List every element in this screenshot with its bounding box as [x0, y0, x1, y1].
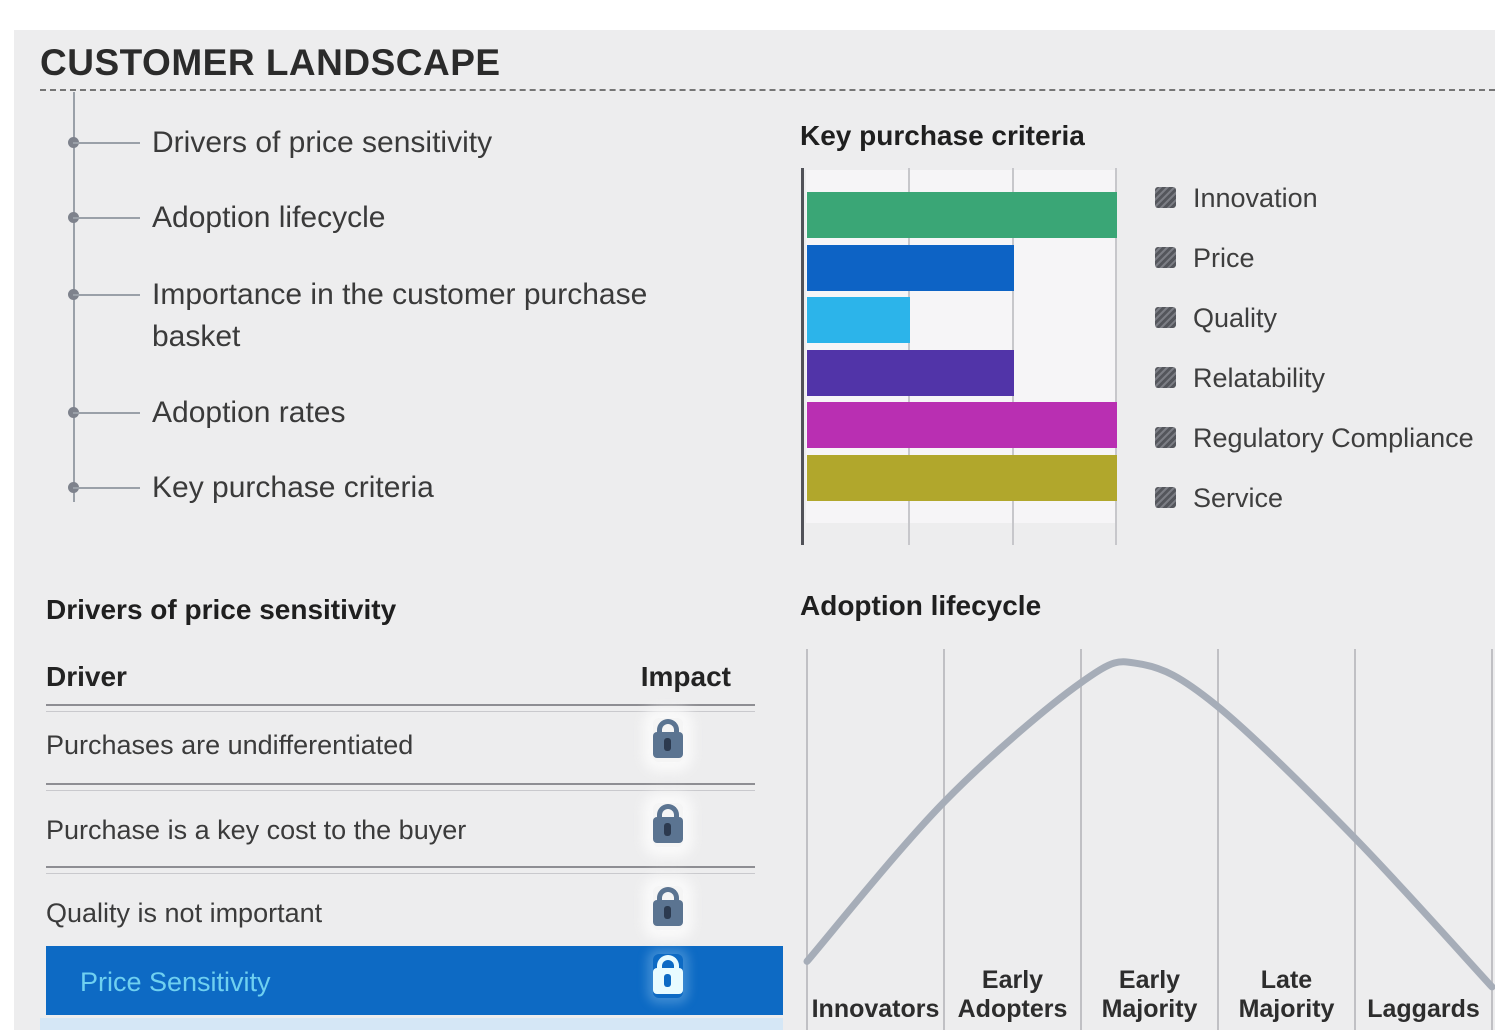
column-header-impact: Impact	[640, 661, 731, 692]
table-row[interactable]: Purchases are undifferentiated	[46, 718, 755, 771]
hatched-square-icon	[1155, 367, 1176, 388]
bar-chart-y-axis	[801, 168, 804, 545]
legend-label: Quality	[1193, 303, 1278, 333]
legend-label: Service	[1193, 483, 1284, 513]
selected-row-shadow-strip	[40, 1018, 783, 1030]
line-chart-title: Adoption lifecycle	[800, 590, 1042, 621]
lock-icon-body	[653, 887, 683, 926]
legend-item: Regulatory Compliance	[1150, 423, 1495, 453]
hatched-square-icon	[1155, 427, 1176, 448]
bar-innovation	[807, 192, 1117, 238]
line-chart-gridline	[1080, 649, 1082, 1030]
column-header-driver: Driver	[46, 661, 127, 692]
stage-label: Late Majority	[1238, 966, 1335, 1023]
agenda-connector	[73, 487, 140, 489]
agenda-item-label: Importance in the customer purchase bask…	[152, 278, 648, 353]
legend-label: Innovation	[1193, 183, 1318, 213]
legend-item: Innovation	[1150, 183, 1495, 213]
bar-regulatory-compliance	[807, 402, 1117, 449]
legend-label: Regulatory Compliance	[1193, 423, 1474, 453]
legend-item: Service	[1150, 483, 1495, 513]
hatched-square-icon	[1155, 307, 1176, 328]
hatched-square-icon	[1155, 247, 1176, 268]
agenda-item-label: Drivers of price sensitivity	[152, 126, 493, 159]
bar-chart-gridline	[1115, 168, 1117, 545]
legend-item: Quality	[1150, 303, 1495, 333]
agenda-connector	[73, 142, 140, 144]
agenda-item[interactable]: Adoption rates	[60, 387, 720, 439]
table-row[interactable]: Purchase is a key cost to the buyer	[46, 803, 755, 856]
bar-chart-title: Key purchase criteria	[800, 120, 1085, 151]
agenda-connector	[73, 412, 140, 414]
stage-label: Innovators	[811, 995, 940, 1023]
slide-background	[14, 30, 1495, 1030]
title-divider	[40, 89, 1495, 91]
stage-label: Laggards	[1367, 995, 1480, 1023]
lock-icon	[653, 718, 683, 762]
legend-item: Price	[1150, 243, 1495, 273]
bell-curve-path	[803, 658, 1495, 991]
line-chart-gridline	[1491, 649, 1493, 1030]
row-separator	[46, 866, 755, 874]
bar-price	[807, 244, 1014, 291]
hatched-square-icon	[1155, 187, 1176, 208]
legend-label: Relatability	[1193, 363, 1326, 393]
lock-icon	[653, 886, 683, 930]
line-chart-gridline	[1217, 649, 1219, 1030]
agenda-item[interactable]: Importance in the customer purchase bask…	[60, 269, 720, 365]
agenda-item[interactable]: Adoption lifecycle	[60, 192, 720, 244]
bar-service	[807, 455, 1117, 501]
table-row[interactable]: Quality is not important	[46, 886, 755, 939]
stage-label: Early Adopters	[957, 966, 1068, 1023]
agenda-item-label: Adoption rates	[152, 396, 346, 429]
page-title: CUSTOMER LANDSCAPE	[40, 42, 501, 83]
header-rule	[46, 704, 755, 712]
stage-label: Early Majority	[1101, 966, 1198, 1023]
agenda-item[interactable]: Key purchase criteria	[60, 462, 720, 514]
line-chart-gridline	[943, 649, 945, 1030]
table-row-selected[interactable]: Price Sensitivity	[46, 946, 783, 1015]
table-row-label: Purchase is a key cost to the buyer	[46, 815, 467, 845]
lock-icon-body	[653, 719, 683, 758]
agenda-item-label: Key purchase criteria	[152, 471, 434, 504]
agenda-connector	[73, 217, 140, 219]
bar-relatability	[807, 349, 1014, 396]
lock-icon	[653, 954, 683, 998]
table-row-label: Purchases are undifferentiated	[46, 730, 414, 760]
agenda-connector	[73, 294, 140, 296]
adoption-curve	[803, 658, 1495, 991]
legend-label: Price	[1193, 243, 1255, 273]
line-chart-gridline	[806, 649, 808, 1030]
legend-item: Relatability	[1150, 363, 1495, 393]
lock-icon	[653, 803, 683, 847]
agenda-item-label: Adoption lifecycle	[152, 201, 386, 234]
table-title: Drivers of price sensitivity	[46, 594, 397, 625]
bar-quality	[807, 297, 911, 344]
hatched-square-icon	[1155, 487, 1176, 508]
table-row-label: Price Sensitivity	[80, 967, 271, 997]
row-separator	[46, 783, 755, 791]
table-row-label: Quality is not important	[46, 898, 323, 928]
lock-icon-body	[653, 804, 683, 843]
agenda-item[interactable]: Drivers of price sensitivity	[60, 117, 720, 169]
lock-icon-body	[653, 955, 683, 994]
